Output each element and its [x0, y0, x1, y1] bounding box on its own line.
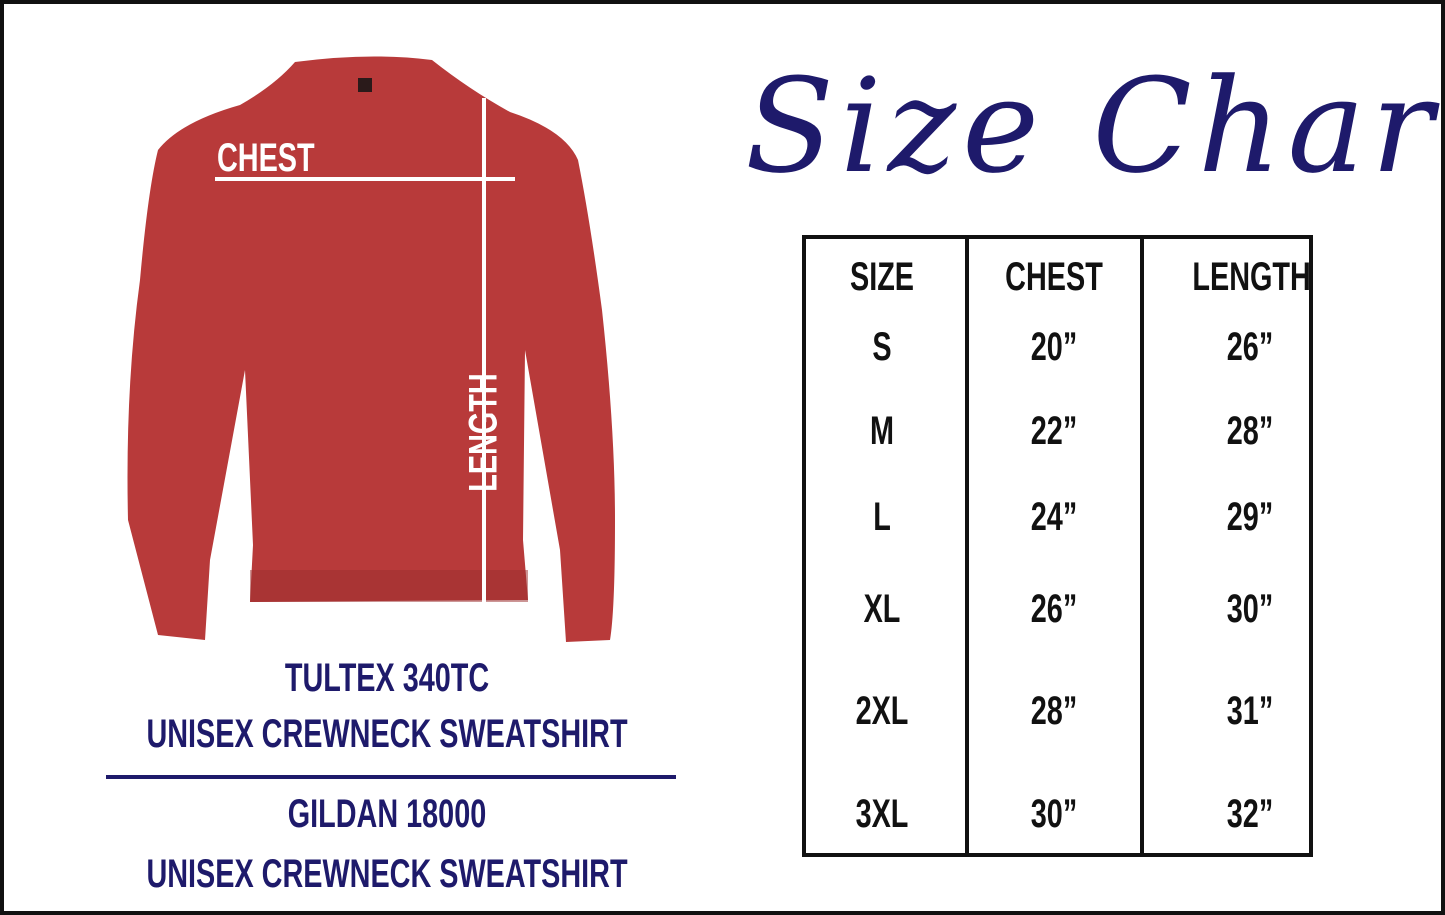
sweatshirt-image [127, 56, 615, 642]
column-divider [965, 239, 969, 853]
product-2-description: UNISEX CREWNECK SWEATSHIRT [146, 852, 628, 896]
header-length: LENGTH [1192, 255, 1311, 299]
length-cell: 30” [1226, 587, 1274, 631]
chest-line [215, 177, 515, 181]
chest-cell: 28” [1030, 689, 1078, 733]
size-cell: 3XL [855, 792, 909, 836]
size-cell: 2XL [855, 689, 909, 733]
chest-cell: 30” [1030, 792, 1078, 836]
column-divider [1140, 239, 1144, 853]
length-cell: 32” [1226, 792, 1274, 836]
length-label: LENGTH [461, 373, 506, 492]
header-chest: CHEST [1005, 255, 1103, 299]
length-cell: 31” [1226, 689, 1274, 733]
product-2-model: GILDAN 18000 [287, 792, 487, 836]
length-cell: 28” [1226, 409, 1274, 453]
size-cell: S [872, 325, 892, 369]
chest-cell: 20” [1030, 325, 1078, 369]
size-chart-title: Size Chart [745, 40, 1445, 240]
chest-cell: 26” [1030, 587, 1078, 631]
header-size: SIZE [849, 255, 915, 299]
chest-label: CHEST [216, 136, 315, 180]
length-line [482, 98, 486, 603]
chest-cell: 22” [1030, 409, 1078, 453]
length-cell: 26” [1226, 325, 1274, 369]
length-cell: 29” [1226, 495, 1274, 539]
product-divider [106, 775, 676, 779]
size-table: SIZE CHEST LENGTH S 20” 26” M 22” 28” L 24” 29” XL 26… [802, 235, 1313, 857]
product-1-description: UNISEX CREWNECK SWEATSHIRT [146, 712, 628, 756]
size-cell: L [873, 495, 891, 539]
size-cell: M [869, 409, 894, 453]
product-1-model: TULTEX 340TC [284, 656, 490, 700]
chest-cell: 24” [1030, 495, 1078, 539]
size-cell: XL [863, 587, 901, 631]
sweatshirt-body [127, 56, 615, 642]
title-text: Size Chart [745, 50, 1445, 202]
